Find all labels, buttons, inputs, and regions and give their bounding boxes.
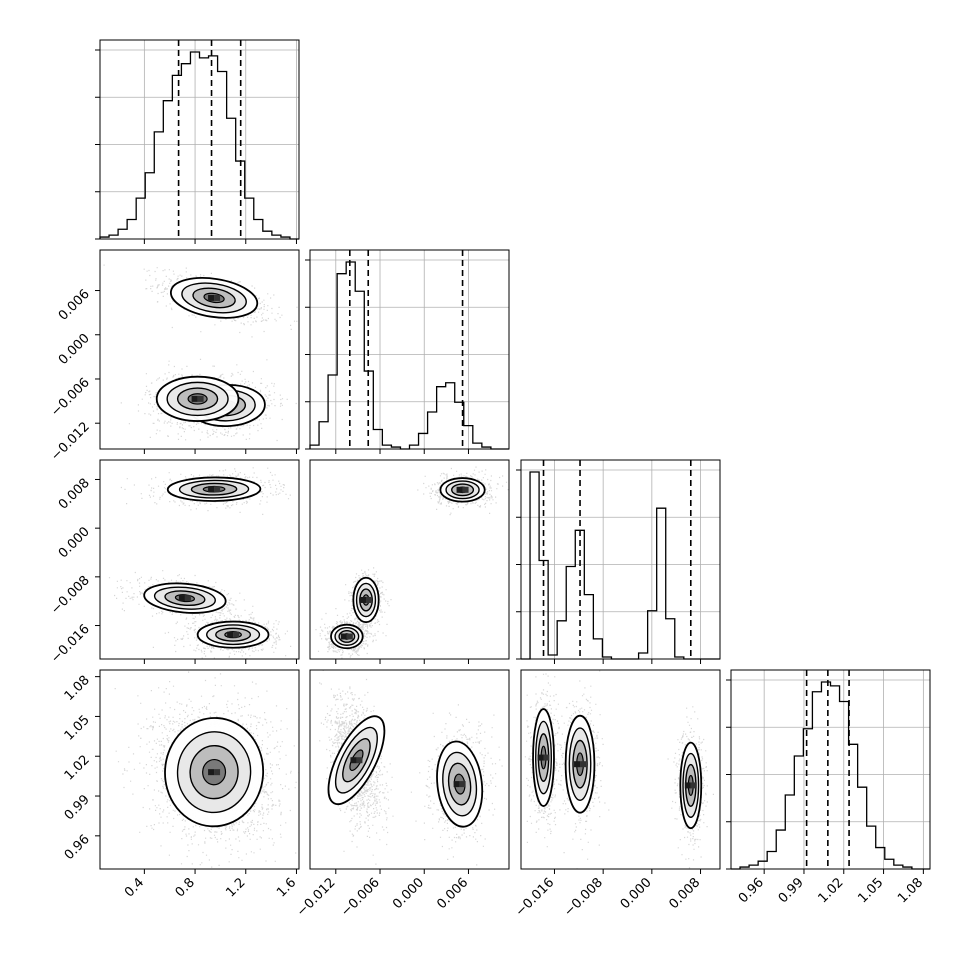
density-core bbox=[543, 754, 550, 761]
joint-content bbox=[315, 466, 509, 659]
x-tick-label: 0.008 bbox=[666, 875, 703, 912]
x-tick-label: 0.4 bbox=[122, 875, 147, 900]
joint-panel-1-2 bbox=[309, 459, 510, 664]
density-core bbox=[208, 769, 215, 776]
density-core bbox=[366, 596, 373, 603]
joint-panel-2-3: −0.016 −0.008 0.000 0.008 bbox=[513, 669, 721, 920]
x-tick-label: −0.008 bbox=[561, 875, 606, 920]
panel-border bbox=[309, 249, 510, 450]
y-tick-label: 0.99 bbox=[62, 792, 93, 823]
scatter-points bbox=[524, 670, 714, 869]
density-core bbox=[580, 761, 587, 768]
x-tick-label: 1.6 bbox=[274, 875, 299, 900]
joint-panel-1-3: −0.012 −0.006 0.000 0.006 bbox=[294, 669, 510, 920]
histogram-panel-3-bg bbox=[731, 670, 930, 869]
y-tick-label: 1.05 bbox=[62, 713, 93, 744]
y-tick-label: −0.008 bbox=[48, 573, 93, 618]
density-core bbox=[208, 486, 215, 493]
x-tick-label: 0.96 bbox=[736, 875, 767, 906]
histogram-step-3 bbox=[731, 681, 930, 870]
x-tick-label: 0.006 bbox=[434, 875, 471, 912]
histogram-panel-2-bg bbox=[521, 460, 720, 659]
panel-border bbox=[520, 459, 721, 660]
panel-border bbox=[99, 39, 300, 240]
density-core bbox=[462, 486, 469, 493]
joint-content bbox=[100, 467, 299, 659]
histogram-panel-2 bbox=[516, 459, 721, 664]
density-core bbox=[233, 631, 240, 638]
panel-border bbox=[730, 669, 931, 870]
density-core bbox=[340, 633, 347, 640]
density-core bbox=[208, 294, 215, 301]
scatter-points bbox=[100, 467, 299, 659]
panel-border bbox=[520, 669, 721, 870]
x-tick-label: 1.08 bbox=[895, 875, 926, 906]
panel-border bbox=[99, 249, 300, 450]
joint-content bbox=[114, 671, 299, 868]
density-core bbox=[214, 486, 221, 493]
y-tick-label: −0.012 bbox=[48, 419, 93, 464]
y-tick-label: 0.000 bbox=[56, 331, 93, 368]
histogram-panel-1 bbox=[305, 249, 510, 454]
density-core bbox=[184, 595, 191, 602]
panel-border bbox=[309, 669, 510, 870]
density-core bbox=[574, 761, 581, 768]
y-tick-label: 1.08 bbox=[62, 673, 93, 704]
x-tick-label: −0.006 bbox=[338, 875, 383, 920]
joint-panel-0-1: −0.012−0.006 0.000 0.006 bbox=[48, 249, 300, 464]
histogram-panel-0-bg bbox=[100, 40, 299, 239]
histogram-step-0 bbox=[99, 51, 299, 240]
x-tick-label: −0.012 bbox=[294, 875, 339, 920]
density-core bbox=[227, 631, 234, 638]
y-tick-label: 0.008 bbox=[56, 476, 93, 513]
x-tick-label: 1.02 bbox=[816, 875, 847, 906]
density-core bbox=[191, 395, 198, 402]
x-tick-label: 1.2 bbox=[223, 875, 248, 900]
joint-panel-0-2: −0.016−0.008 0.000 0.008 bbox=[48, 459, 300, 667]
density-core bbox=[356, 757, 363, 764]
histogram-panel-3: 0.96 0.99 1.02 1.05 1.08 bbox=[726, 669, 931, 906]
density-core bbox=[346, 633, 353, 640]
x-tick-label: 0.8 bbox=[173, 875, 198, 900]
x-tick-label: 0.000 bbox=[390, 875, 427, 912]
histogram-panel-0 bbox=[95, 39, 300, 244]
x-tick-label: 1.05 bbox=[855, 875, 886, 906]
y-tick-label: −0.006 bbox=[48, 375, 93, 420]
joint-panel-0-3: 0.4 0.8 1.2 1.6 0.96 0.99 1.02 1.05 1.08 bbox=[62, 669, 300, 900]
y-tick-label: 0.006 bbox=[56, 287, 93, 324]
density-core bbox=[684, 782, 691, 789]
density-core bbox=[214, 294, 221, 301]
histogram-step-2 bbox=[521, 471, 720, 660]
histogram-panel-1-bg bbox=[310, 250, 509, 449]
density-core bbox=[214, 769, 221, 776]
density-core bbox=[459, 781, 466, 788]
density-core bbox=[456, 486, 463, 493]
joint-content bbox=[524, 670, 714, 869]
x-tick-label: −0.016 bbox=[513, 875, 558, 920]
density-core bbox=[178, 595, 185, 602]
density-core bbox=[360, 596, 367, 603]
density-core bbox=[537, 754, 544, 761]
panel-border bbox=[309, 459, 510, 660]
y-tick-label: 1.02 bbox=[62, 752, 93, 783]
joint-content bbox=[319, 670, 503, 866]
y-tick-label: −0.016 bbox=[48, 622, 93, 667]
panel-border bbox=[99, 459, 300, 660]
y-tick-label: 0.000 bbox=[56, 524, 93, 561]
panel-border bbox=[99, 669, 300, 870]
joint-content bbox=[103, 264, 298, 442]
x-tick-label: 0.99 bbox=[776, 875, 807, 906]
density-core bbox=[350, 757, 357, 764]
density-core bbox=[197, 395, 204, 402]
density-core bbox=[690, 782, 697, 789]
density-core bbox=[453, 781, 460, 788]
y-tick-label: 0.96 bbox=[62, 832, 93, 863]
x-tick-label: 0.000 bbox=[618, 875, 655, 912]
